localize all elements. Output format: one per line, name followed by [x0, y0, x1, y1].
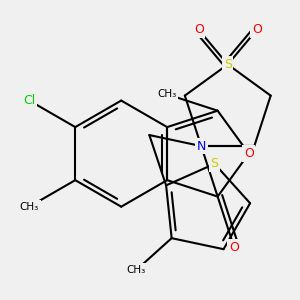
- Text: O: O: [244, 147, 254, 160]
- Text: S: S: [224, 58, 232, 71]
- Text: CH₃: CH₃: [158, 89, 177, 99]
- Text: O: O: [229, 241, 239, 254]
- Text: Cl: Cl: [23, 94, 35, 107]
- Text: S: S: [211, 157, 219, 170]
- Text: O: O: [194, 23, 204, 36]
- Text: O: O: [252, 23, 262, 36]
- Text: CH₃: CH₃: [20, 202, 39, 212]
- Text: N: N: [196, 140, 206, 153]
- Text: CH₃: CH₃: [127, 265, 146, 275]
